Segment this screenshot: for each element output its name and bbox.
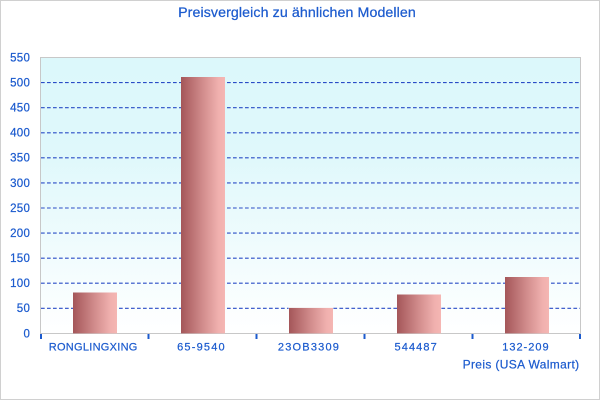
svg-text:132-209: 132-209 (502, 342, 549, 354)
svg-text:100: 100 (10, 278, 30, 290)
svg-text:200: 200 (10, 228, 30, 240)
svg-text:RONGLINGXING: RONGLINGXING (49, 342, 138, 354)
svg-text:150: 150 (10, 253, 30, 265)
svg-text:250: 250 (10, 203, 30, 215)
svg-text:0: 0 (23, 328, 30, 340)
svg-text:500: 500 (10, 77, 30, 89)
svg-text:65-9540: 65-9540 (177, 342, 226, 354)
svg-text:300: 300 (10, 178, 30, 190)
svg-text:350: 350 (10, 153, 30, 165)
svg-text:Preisvergleich zu ähnlichen Mo: Preisvergleich zu ähnlichen Modellen (178, 5, 416, 21)
svg-text:450: 450 (10, 103, 30, 115)
svg-text:400: 400 (10, 128, 30, 140)
svg-text:550: 550 (10, 52, 30, 64)
svg-text:50: 50 (17, 303, 30, 315)
svg-text:544487: 544487 (395, 342, 438, 354)
svg-text:Preis (USA Walmart): Preis (USA Walmart) (463, 357, 580, 371)
svg-text:23OB3309: 23OB3309 (278, 342, 340, 354)
